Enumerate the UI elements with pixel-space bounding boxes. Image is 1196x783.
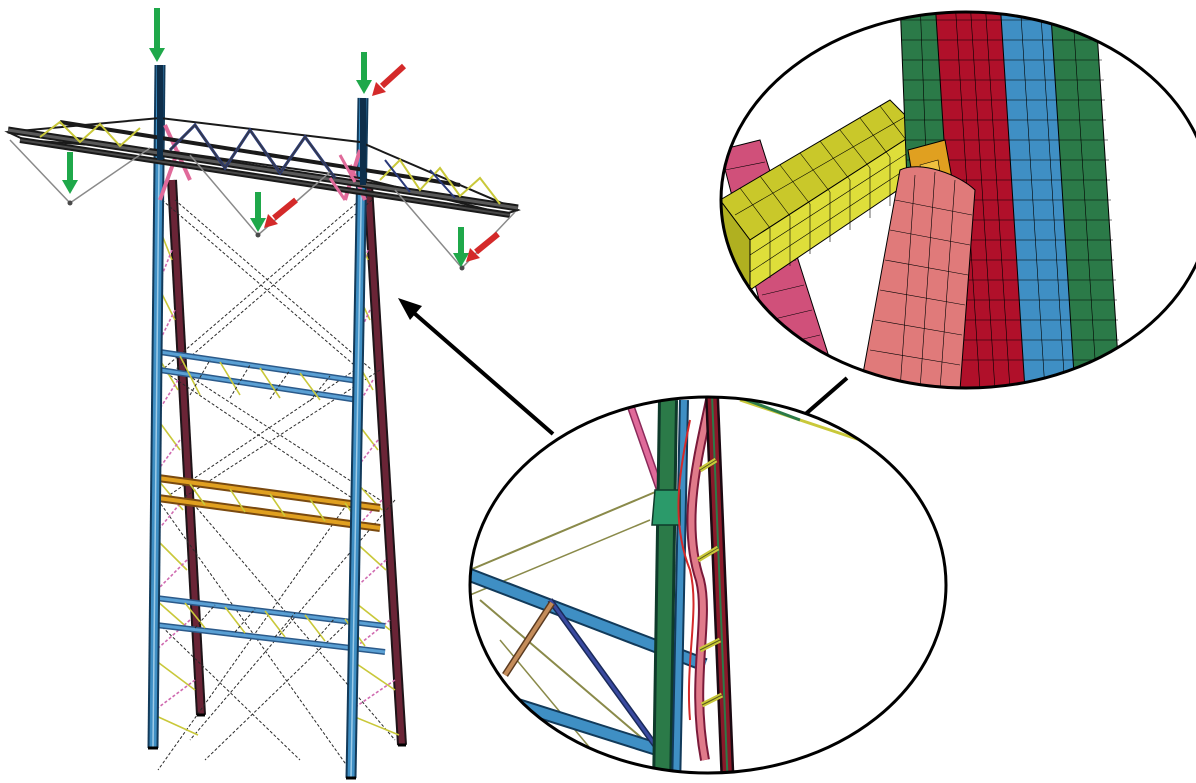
tower-lattice-bracing xyxy=(154,199,396,771)
red-diagonal-arrow xyxy=(264,197,298,228)
tower-horizontal-frame-lower xyxy=(155,595,386,655)
tower-horizontal-frame-middle xyxy=(157,474,381,532)
detail-view-mesh xyxy=(719,10,1196,390)
insulator-points xyxy=(67,200,465,271)
tower-leg-back-right xyxy=(363,184,407,746)
load-arrows xyxy=(62,8,500,267)
black-pointer-arrow xyxy=(398,298,555,436)
red-diagonal-arrow xyxy=(466,231,500,262)
green-down-arrow xyxy=(356,52,372,94)
red-diagonal-arrow xyxy=(372,63,407,96)
detail-view-outline xyxy=(468,395,948,775)
tower-cross-arm xyxy=(4,65,521,218)
tower-model xyxy=(4,64,521,780)
tower-horizontal-frame-upper xyxy=(159,349,359,403)
green-down-arrow xyxy=(62,152,78,194)
tower-leg-back-left xyxy=(167,179,206,716)
green-down-arrow xyxy=(250,192,266,232)
tower-leg-front-left xyxy=(147,64,166,749)
green-down-arrow xyxy=(149,8,165,62)
detail-view-connection xyxy=(468,395,948,775)
tower-leg-front-right xyxy=(345,97,369,779)
green-down-arrow xyxy=(453,227,469,267)
detail-view-outline xyxy=(719,10,1196,390)
tower-base-feet xyxy=(148,713,406,780)
